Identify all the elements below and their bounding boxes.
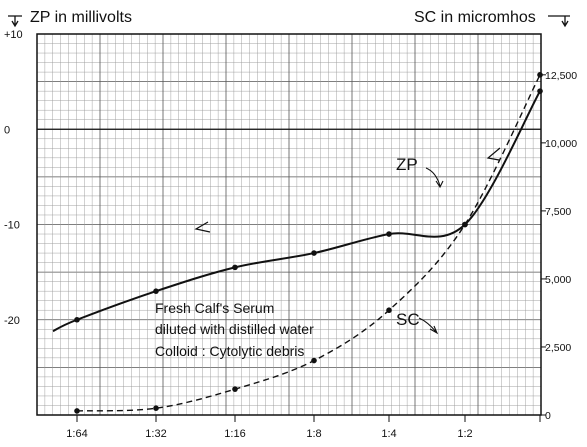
sc-points	[74, 72, 543, 414]
left-tick-label: +10	[4, 29, 23, 41]
left-tick-label: -10	[4, 220, 20, 232]
left-tick-label: 0	[4, 124, 10, 136]
right-tick-label: 7,500	[545, 206, 571, 218]
zp-direction-arrow-icon	[486, 147, 501, 161]
x-tick-label: 1:8	[306, 428, 321, 440]
zp-point	[153, 288, 159, 294]
right-tick-label: 5,000	[545, 274, 571, 286]
sc-point	[537, 72, 543, 78]
annotation-line-3: Colloid : Cytolytic debris	[155, 343, 304, 359]
annotation-line-2: diluted with distilled water	[155, 321, 314, 337]
x-tick-label: 1:4	[381, 428, 396, 440]
x-tick-label: 1:16	[224, 428, 245, 440]
zp-pointer-arrow-icon	[425, 167, 444, 189]
right-axis-label: SC in micromhos	[414, 9, 536, 26]
sc-point	[153, 405, 159, 411]
left-axis-label: ZP in millivolts	[30, 9, 132, 26]
x-tick-label: 1:64	[66, 428, 87, 440]
zp-point	[232, 264, 238, 271]
right-axis-arrow-icon	[548, 15, 570, 28]
right-tick-label: 10,000	[545, 138, 577, 150]
right-tick-label: 12,500	[545, 70, 577, 82]
zp-series-label: ZP	[396, 155, 418, 174]
left-axis-arrow-icon	[8, 15, 22, 28]
sc-point	[462, 221, 468, 228]
sc-point	[74, 408, 80, 414]
sc-point	[386, 307, 392, 314]
sc-pointer-arrow-icon	[418, 317, 439, 335]
annotation-line-1: Fresh Calf's Serum	[155, 300, 274, 316]
sc-point	[311, 357, 317, 364]
zp-point	[74, 316, 80, 323]
sc-point	[232, 386, 238, 392]
grid	[37, 34, 541, 415]
x-tick-labels: 1:64 1:32 1:16 1:8 1:4 1:2	[66, 415, 541, 440]
right-tick-label: 2,500	[545, 342, 571, 354]
zp-direction-arrow-icon	[194, 221, 211, 233]
zp-point	[537, 88, 543, 94]
left-tick-label: -20	[4, 315, 20, 327]
zp-point	[311, 250, 317, 256]
right-tick-labels: 12,500 10,000 7,500 5,000 2,500 0	[541, 70, 577, 422]
right-tick-label: 0	[545, 410, 551, 422]
zp-series-line	[52, 90, 541, 333]
sc-series-line	[76, 74, 541, 412]
x-tick-label: 1:32	[145, 428, 166, 440]
zp-point	[386, 231, 392, 237]
left-tick-labels: +10 0 -10 -20	[4, 29, 23, 327]
x-tick-label: 1:2	[457, 428, 472, 440]
plot-frame	[36, 33, 542, 416]
sc-series-label: SC	[396, 310, 420, 329]
